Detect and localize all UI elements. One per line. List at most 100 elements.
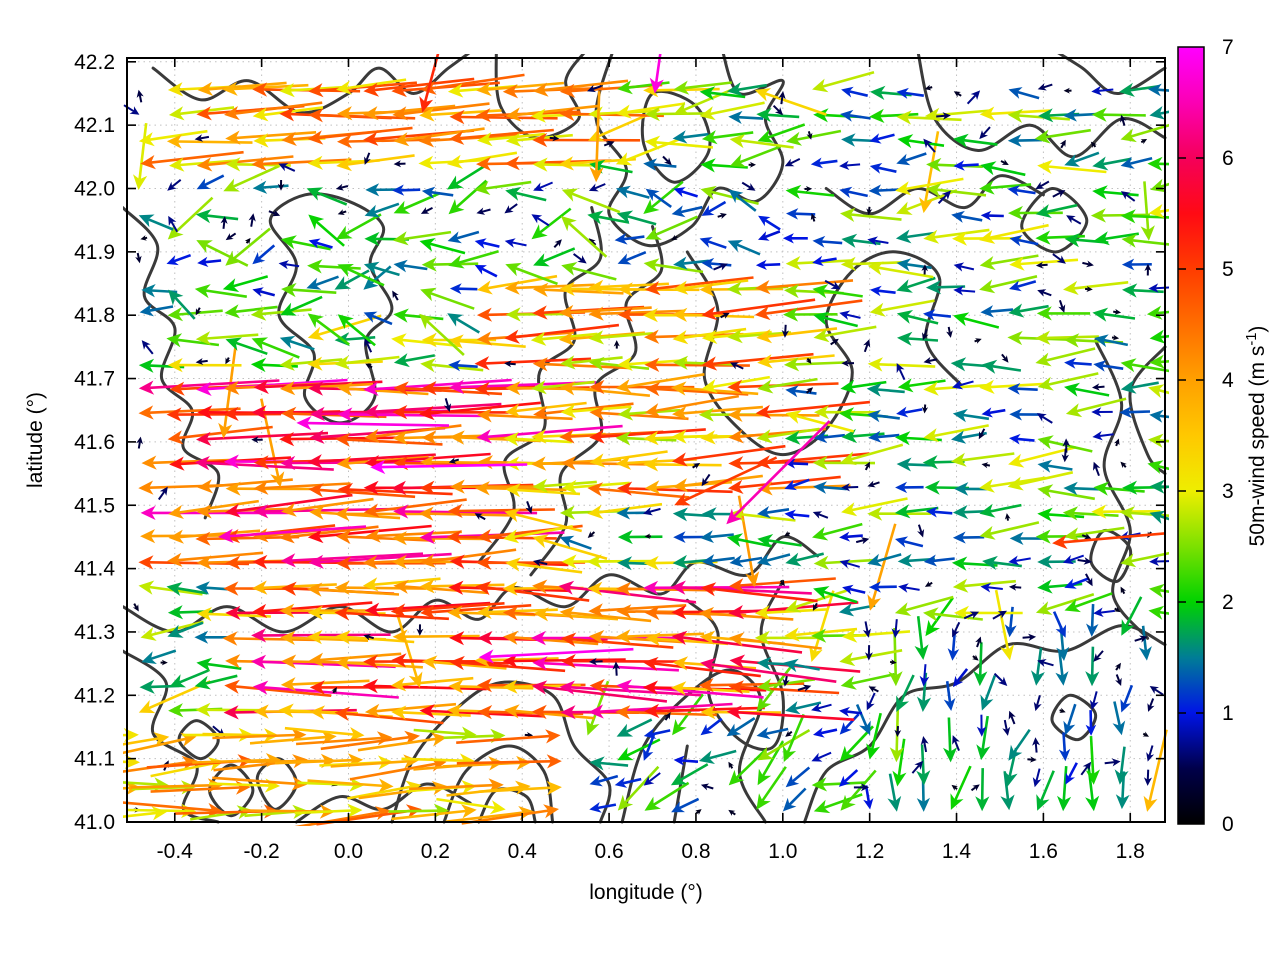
wind-arrow-stem [960,289,976,293]
wind-arrow-stem [263,106,324,117]
wind-arrow-stem [373,684,487,691]
wind-arrow-stem [681,759,699,763]
wind-arrow-head [649,77,664,94]
wind-arrow-head [979,230,996,244]
wind-arrow-stem [1035,768,1041,782]
wind-arrow-head [757,768,772,786]
wind-arrow-stem [348,387,429,396]
wind-arrow-head [756,429,773,444]
y-tick-label: 42.1 [74,114,115,137]
wind-arrow-stem [130,784,213,789]
wind-arrow-head [546,754,562,769]
wind-arrow-stem [261,363,298,368]
wind-arrow-head [505,403,521,418]
wind-arrow-stem [876,133,895,141]
wind-arrow-stem [1092,144,1097,148]
wind-arrow-stem [739,145,782,164]
wind-arrow-head [617,747,634,761]
wind-arrow-head [860,783,870,792]
wind-arrow-head [897,331,913,346]
wind-arrow-head [923,309,936,321]
wind-arrow-stem [1102,312,1136,320]
wind-arrow-head [1120,128,1137,143]
wind-arrow-stem [456,364,478,368]
wind-arrow-head [250,357,267,373]
wind-arrow-stem [738,475,841,489]
wind-arrow-head [867,409,881,423]
wind-arrow-head [615,431,631,446]
wind-arrow-stem [962,413,990,421]
wind-arrow-head [167,181,177,191]
wind-arrow-stem [487,608,558,614]
wind-arrow-head [1035,601,1053,615]
wind-arrow-stem [933,228,990,239]
wind-arrow-stem [478,515,486,521]
wind-arrow-head [558,156,574,171]
wind-arrow-head [1058,748,1071,762]
wind-arrow-head [363,634,372,641]
wind-arrow-head [448,254,465,269]
wind-arrow-head [167,358,183,373]
wind-arrow-head [979,180,995,195]
wind-arrow-stem [178,499,259,514]
wind-arrow-stem [1015,188,1036,195]
wind-arrow-head [449,554,465,569]
wind-arrow-head [774,107,783,116]
wind-arrow-stem [176,621,204,634]
wind-arrow-head [167,82,184,97]
wind-arrow-stem [976,641,981,648]
wind-arrow-stem [344,213,382,236]
wind-arrow-stem [1040,770,1055,802]
wind-arrow-head [308,214,325,230]
wind-arrow-head [1091,407,1102,417]
wind-arrow-head [700,723,713,736]
wind-arrow-stem [980,428,986,436]
wind-arrow-stem [250,218,254,227]
wind-arrow-head [225,481,241,496]
wind-arrow-head [168,529,184,544]
wind-arrow-stem [678,797,700,810]
wind-arrow-head [476,429,492,444]
wind-arrow-head [979,379,995,394]
wind-arrow-head [953,312,970,327]
wind-arrow-stem [903,408,923,414]
wind-arrow-head [975,338,982,344]
wind-arrow-stem [1010,715,1016,725]
wind-arrow-head [841,502,858,517]
wind-arrow-stem [599,332,654,339]
wind-arrow-head [447,313,464,327]
wind-arrow-stem [937,194,948,204]
wind-arrow-stem [1160,334,1169,339]
wind-arrow-stem [127,808,186,813]
wind-arrow-head [393,132,410,147]
wind-arrow-head [727,407,743,422]
colorbar-title-suffix: ) [1246,325,1269,333]
wind-arrow-head [194,675,211,690]
wind-arrow-stem [319,552,452,564]
wind-arrow-stem [1069,554,1085,562]
wind-arrow-head [307,356,323,371]
wind-arrow-head [1056,190,1066,198]
contour-line [123,206,221,520]
wind-arrow-stem [681,386,759,396]
wind-arrows [123,54,1169,826]
wind-arrow-head [362,577,379,592]
wind-arrow-head [196,504,212,519]
wind-arrow-head [700,158,716,173]
wind-arrow-stem [294,809,352,815]
wind-arrow-stem [1158,439,1169,443]
wind-arrow-head [730,362,739,370]
wind-arrow-head [672,130,688,144]
wind-arrow-stem [1047,582,1083,589]
y-tick-label: 42.2 [74,51,115,74]
wind-arrow-head [864,461,870,469]
wind-arrow-head [336,556,352,571]
wind-arrow-head [1086,260,1094,268]
wind-arrow-stem [625,189,650,199]
wind-arrow-head [979,256,996,271]
wind-arrow-head [252,252,266,265]
wind-arrow-head [892,770,907,787]
wind-arrow-head [863,339,871,348]
wind-arrow-head [673,101,691,115]
wind-arrow-head [812,511,823,519]
